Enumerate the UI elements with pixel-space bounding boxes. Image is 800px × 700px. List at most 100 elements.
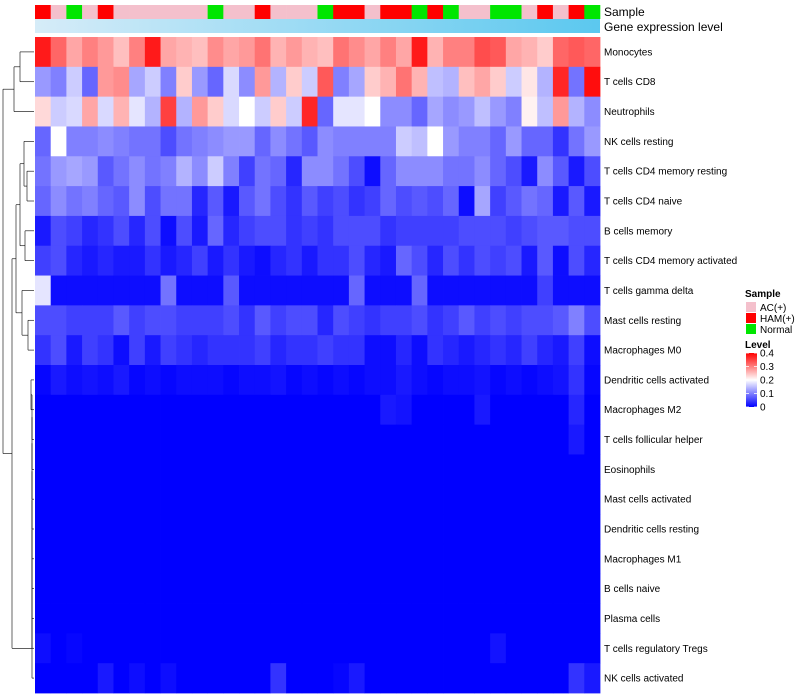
heatmap-cell: [207, 275, 224, 306]
heatmap-cell: [66, 37, 83, 68]
heatmap-cell: [286, 514, 303, 545]
heatmap-cell: [207, 305, 224, 336]
heatmap-cell: [239, 603, 256, 634]
heatmap-cell: [505, 484, 522, 515]
sample-cell: [537, 5, 554, 19]
heatmap-cell: [333, 424, 350, 455]
heatmap-cell: [191, 424, 209, 455]
heatmap-cell: [223, 215, 240, 247]
heatmap-cell: [395, 514, 413, 545]
heatmap-cells: [35, 37, 601, 694]
heatmap-cell: [286, 215, 303, 247]
heatmap-cell: [97, 156, 114, 187]
heatmap-cell: [411, 663, 428, 694]
heatmap-cell: [82, 424, 99, 455]
heatmap-cell: [191, 484, 209, 515]
heatmap-cell: [113, 186, 130, 217]
heatmap-cell: [568, 633, 585, 664]
heatmap-cell: [380, 663, 397, 694]
sample-cell: [191, 5, 208, 19]
heatmap-cell: [474, 275, 491, 306]
heatmap-cell: [129, 245, 146, 276]
heatmap-cell: [113, 37, 130, 68]
sample-cell: [113, 5, 130, 19]
heatmap-cell: [521, 275, 538, 306]
heatmap-cell: [160, 245, 177, 276]
heatmap-cell: [380, 245, 397, 276]
heatmap-cell: [333, 215, 350, 247]
row-label: Dendritic cells resting: [604, 525, 699, 536]
heatmap-cell: [348, 156, 365, 187]
heatmap-cell: [333, 543, 350, 575]
heatmap-cell: [35, 424, 52, 455]
heatmap-cell: [50, 37, 67, 68]
heatmap-cell: [427, 245, 444, 276]
heatmap-cell: [176, 603, 193, 634]
heatmap-cell: [411, 275, 428, 306]
heatmap-cell: [35, 573, 52, 604]
heatmap-cell: [395, 424, 413, 455]
heatmap-cell: [474, 603, 491, 634]
heatmap-cell: [505, 245, 522, 276]
heatmap-cell: [113, 454, 130, 485]
heatmap-cell: [35, 603, 52, 634]
heatmap-cell: [254, 275, 271, 306]
heatmap-cell: [568, 186, 585, 217]
heatmap-cell: [427, 603, 444, 634]
heatmap-cell: [490, 424, 507, 455]
heatmap-cell: [66, 633, 83, 664]
sample-cell: [50, 5, 67, 19]
heatmap-cell: [552, 66, 570, 98]
heatmap-cell: [584, 394, 601, 426]
heatmap-cell: [443, 365, 460, 396]
heatmap-cell: [66, 573, 83, 604]
heatmap-cell: [113, 275, 130, 306]
heatmap-cell: [395, 663, 413, 694]
heatmap-cell: [207, 365, 224, 396]
heatmap-cell: [35, 37, 52, 68]
heatmap-cell: [521, 365, 538, 396]
heatmap-cell: [176, 156, 193, 187]
heatmap-cell: [505, 96, 522, 127]
heatmap-cell: [35, 484, 52, 515]
heatmap-cell: [223, 603, 240, 634]
heatmap-cell: [129, 603, 146, 634]
heatmap-cell: [317, 514, 334, 545]
heatmap-cell: [427, 663, 444, 694]
heatmap-cell: [443, 573, 460, 604]
level-tick-label: 0.4: [760, 349, 774, 360]
heatmap-cell: [364, 126, 381, 157]
heatmap-cell: [239, 37, 256, 68]
level-tick-label: 0: [760, 403, 766, 414]
heatmap-cell: [395, 633, 413, 664]
heatmap-cell: [411, 215, 428, 247]
heatmap-cell: [82, 305, 99, 336]
heatmap-cell: [254, 156, 271, 187]
heatmap-cell: [129, 484, 146, 515]
heatmap-cell: [505, 335, 522, 366]
heatmap-cell: [223, 96, 240, 127]
heatmap-cell: [129, 663, 146, 694]
heatmap-cell: [521, 633, 538, 664]
heatmap-cell: [552, 335, 570, 366]
heatmap-cell: [191, 603, 209, 634]
row-label: NK cells resting: [604, 137, 673, 148]
heatmap-cell: [411, 37, 428, 68]
heatmap-cell: [474, 186, 491, 217]
heatmap-cell: [333, 156, 350, 187]
heatmap-cell: [521, 573, 538, 604]
heatmap-cell: [270, 633, 287, 664]
heatmap-cell: [380, 126, 397, 157]
heatmap-cell: [552, 394, 570, 426]
heatmap-cell: [254, 543, 271, 575]
heatmap-cell: [97, 603, 114, 634]
heatmap-cell: [286, 96, 303, 127]
heatmap-cell: [270, 335, 287, 366]
heatmap-cell: [129, 215, 146, 247]
row-label: Macrophages M2: [604, 405, 682, 416]
heatmap-cell: [395, 96, 413, 127]
annotation-label-gene-expression: Gene expression level: [604, 20, 723, 34]
heatmap-cell: [113, 663, 130, 694]
heatmap-cell: [458, 96, 475, 127]
heatmap-cell: [490, 126, 507, 157]
